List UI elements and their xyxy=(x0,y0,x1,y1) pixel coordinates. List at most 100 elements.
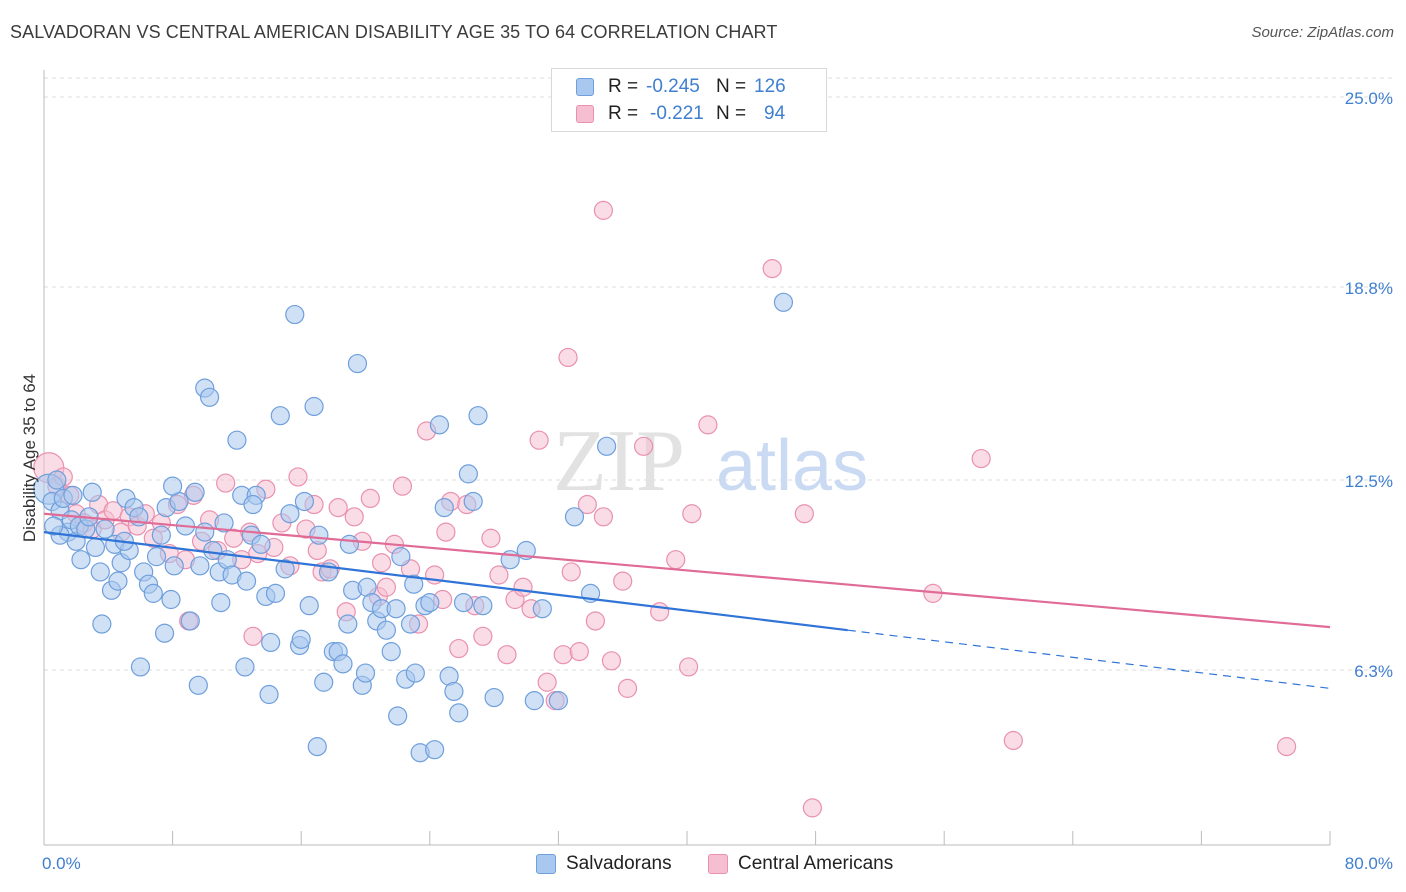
salvadorans-point xyxy=(190,556,210,576)
central-americans-point xyxy=(489,565,509,585)
salvadorans-point xyxy=(347,353,368,374)
salvadorans-point xyxy=(146,547,167,567)
salvadorans-point xyxy=(355,663,376,683)
central-americans-point xyxy=(666,550,686,570)
central-americans-point xyxy=(513,577,533,597)
central-americans-point xyxy=(1276,737,1297,757)
salvadorans-point xyxy=(82,482,102,502)
salvadorans-point xyxy=(143,583,163,603)
central-americans-trend-line xyxy=(43,512,1331,629)
central-americans-point xyxy=(601,651,622,671)
salvadorans-point xyxy=(434,497,454,518)
y-tick-label: 25.0% xyxy=(1345,89,1393,108)
salvadorans-point xyxy=(261,632,281,653)
central-americans-point xyxy=(569,642,589,662)
central-americans-point xyxy=(971,448,991,469)
salvadorans-point xyxy=(291,629,311,649)
salvadorans-point xyxy=(235,657,255,677)
central-americans-point xyxy=(371,553,392,573)
legend-n-value: 126 xyxy=(754,76,786,97)
central-americans-point xyxy=(679,657,699,677)
central-americans-point xyxy=(481,528,501,548)
legend-swatch-pink xyxy=(576,105,594,123)
salvadorans-point xyxy=(154,623,175,643)
salvadorans-point xyxy=(524,691,544,711)
salvadorans-point xyxy=(265,583,286,603)
salvadorans-point xyxy=(188,675,208,695)
salvadorans-point xyxy=(280,504,300,524)
salvadorans-point xyxy=(404,574,424,594)
legend-r-label: R = xyxy=(608,76,639,97)
central-americans-point xyxy=(392,476,413,496)
salvadorans-point xyxy=(164,556,184,576)
salvadorans-point xyxy=(275,559,295,579)
salvadorans-point xyxy=(299,596,319,616)
salvadorans-point xyxy=(381,642,401,662)
salvadorans-point xyxy=(484,687,504,708)
salvadorans-point xyxy=(420,592,440,613)
central-americans-point xyxy=(537,672,557,692)
salvadorans-point xyxy=(214,513,234,533)
salvadorans-point xyxy=(333,654,353,674)
salvadorans-point xyxy=(259,684,279,705)
salvadorans-point xyxy=(92,614,112,634)
central-americans-point xyxy=(682,504,702,524)
central-americans-point xyxy=(613,571,633,591)
bottom-legend-central-americans: Central Americans xyxy=(708,852,893,876)
central-americans-point xyxy=(376,577,396,597)
x-tick-label: 80.0% xyxy=(1345,854,1393,873)
salvadorans-point xyxy=(195,522,215,542)
salvadorans-point xyxy=(597,436,617,456)
watermark-zip: ZIP xyxy=(553,413,685,510)
salvadorans-point xyxy=(429,415,450,435)
salvadorans-point xyxy=(251,534,271,554)
salvadorans-point xyxy=(47,470,67,490)
salvadorans-point xyxy=(203,540,223,561)
x-tick-label: 0.0% xyxy=(42,854,81,873)
central-americans-point xyxy=(561,562,581,582)
y-tick-label: 18.8% xyxy=(1345,279,1393,298)
trend-lines xyxy=(43,512,1331,689)
legend-r-value: -0.245 xyxy=(646,76,700,97)
central-americans-point xyxy=(802,798,822,818)
salvadorans-point xyxy=(405,663,425,683)
salvadorans-point xyxy=(163,476,183,496)
salvadorans-trend-line xyxy=(43,531,848,632)
salvadorans-point xyxy=(532,599,552,619)
salvadorans-point xyxy=(285,304,305,325)
central-americans-point xyxy=(328,497,348,518)
central-americans-point xyxy=(698,415,718,435)
watermark: ZIP atlas xyxy=(553,413,868,510)
tick-labels: 6.3% 12.5% 18.8% 25.0% 0.0% 80.0% xyxy=(42,89,1393,873)
central-americans-point xyxy=(593,200,614,220)
salvadorans-point xyxy=(463,491,483,512)
salvadorans-point xyxy=(386,599,406,619)
legend-swatch-blue xyxy=(576,78,594,96)
salvadorans-point xyxy=(243,494,263,515)
salvadorans-point xyxy=(236,571,257,591)
salvadorans-point xyxy=(444,681,464,702)
salvadorans-point xyxy=(151,525,171,545)
central-americans-point xyxy=(558,347,578,368)
correlation-legend: R = -0.245 N = 126 R = -0.221 N = 94 xyxy=(551,68,827,132)
central-americans-point xyxy=(1003,730,1023,751)
salvadorans-point xyxy=(391,547,411,567)
central-americans-point xyxy=(529,430,549,450)
central-americans-point xyxy=(585,611,605,631)
central-americans-point xyxy=(762,258,782,279)
central-americans-point xyxy=(288,467,308,487)
salvadorans-point xyxy=(161,589,181,610)
legend-row-central-americans: R = -0.221 N = 94 xyxy=(576,102,785,126)
salvadorans-point xyxy=(564,507,585,527)
salvadorans-point xyxy=(388,706,408,726)
central-americans-point xyxy=(360,488,380,509)
central-americans-point xyxy=(593,507,614,527)
salvadorans-point xyxy=(773,292,794,312)
legend-row-salvadorans: R = -0.245 N = 126 xyxy=(576,75,786,99)
salvadorans-point xyxy=(63,485,83,505)
axes xyxy=(43,70,1331,846)
salvadorans-point xyxy=(376,620,396,640)
salvadorans-point xyxy=(199,387,220,407)
salvadorans-point xyxy=(185,482,205,502)
